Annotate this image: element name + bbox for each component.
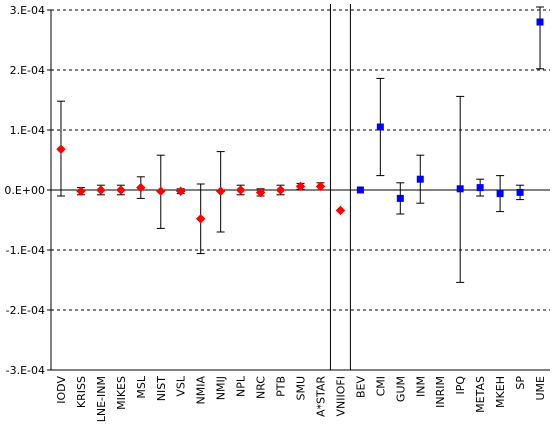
data-point-diamond <box>56 144 66 154</box>
x-tick-label: LNE-INM <box>95 376 108 422</box>
x-tick-label: NPL <box>235 375 248 397</box>
y-tick-label: 3.E-04 <box>10 4 45 17</box>
data-point-diamond <box>215 186 226 196</box>
x-tick-label: NIST <box>155 376 168 401</box>
x-tick-label: PTB <box>275 376 288 397</box>
x-tick-label: METAS <box>474 376 487 413</box>
y-tick-label: 0.E+00 <box>4 184 45 197</box>
x-tick-label: MKEH <box>494 376 507 408</box>
x-tick-label: MIKES <box>115 376 128 410</box>
data-point-diamond <box>235 185 246 195</box>
data-point-diamond <box>116 185 126 195</box>
data-point-diamond <box>176 186 186 196</box>
data-point-diamond <box>275 185 286 195</box>
data-point-square <box>516 188 524 196</box>
data-point-diamond <box>255 187 266 198</box>
data-point-diamond <box>335 205 346 216</box>
x-tick-label: MSL <box>135 375 148 398</box>
y-tick-label: -3.E-04 <box>6 364 45 377</box>
data-point-diamond <box>96 185 106 195</box>
data-point-square <box>476 184 484 192</box>
data-point-diamond <box>195 214 206 224</box>
data-point-diamond <box>136 182 146 193</box>
data-point-diamond <box>76 186 86 196</box>
x-tick-label: NMIJ <box>215 376 228 400</box>
data-point-diamond <box>315 181 326 192</box>
x-tick-label: INRIM <box>434 376 447 408</box>
data-point-square <box>536 18 544 26</box>
x-tick-label: NMIA <box>195 376 208 405</box>
y-tick-label: 1.E-04 <box>10 124 45 137</box>
y-tick-label: 2.E-04 <box>10 64 45 77</box>
data-point-square <box>496 190 504 198</box>
x-tick-label: BEV <box>354 376 367 398</box>
x-tick-label: INM <box>414 376 427 397</box>
x-tick-label: CMI <box>374 376 387 396</box>
data-point-square <box>356 186 364 194</box>
y-tick-label: -1.E-04 <box>6 244 45 257</box>
y-tick-label: -2.E-04 <box>6 304 45 317</box>
data-point-diamond <box>295 181 306 192</box>
data-point-square <box>396 194 404 202</box>
data-point-diamond <box>156 186 166 196</box>
x-tick-label: A*STAR <box>314 376 327 417</box>
x-tick-label: VNIIOFI <box>334 376 347 416</box>
x-tick-label: IODV <box>55 376 68 404</box>
x-tick-label: UME <box>534 376 547 401</box>
x-tick-label: IPQ <box>454 376 467 395</box>
x-tick-label: NRC <box>255 376 268 399</box>
x-tick-label: KRISS <box>75 376 88 408</box>
data-point-square <box>376 123 384 131</box>
x-tick-label: SMU <box>295 376 308 401</box>
data-point-square <box>456 185 464 193</box>
data-point-square <box>416 175 424 183</box>
x-tick-label: VSL <box>175 375 188 397</box>
x-tick-label: GUM <box>394 376 407 402</box>
x-tick-label: SP <box>514 376 527 390</box>
